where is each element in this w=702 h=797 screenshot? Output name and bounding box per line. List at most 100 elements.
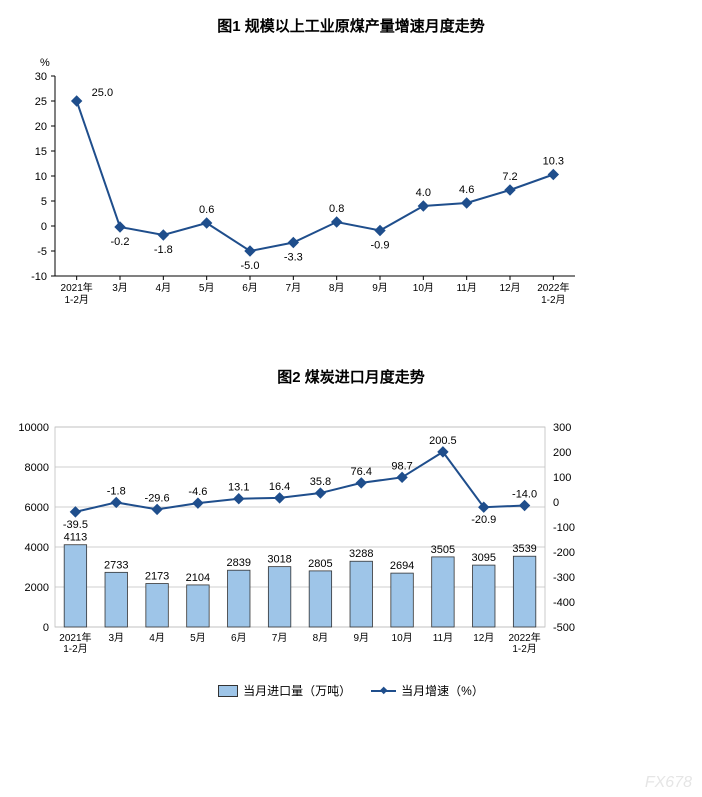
svg-text:1-2月: 1-2月: [541, 294, 565, 306]
svg-text:11月: 11月: [433, 632, 453, 644]
svg-text:2022年: 2022年: [537, 281, 569, 294]
svg-text:9月: 9月: [372, 282, 388, 294]
svg-text:3月: 3月: [112, 282, 128, 294]
svg-text:2733: 2733: [104, 559, 128, 571]
svg-text:5: 5: [41, 196, 47, 208]
svg-text:1-2月: 1-2月: [512, 643, 536, 655]
watermark: FX678: [645, 774, 692, 792]
svg-text:2104: 2104: [186, 572, 210, 584]
chart1-title: 图1 规模以上工业原煤产量增速月度走势: [0, 15, 702, 36]
svg-text:8000: 8000: [25, 462, 49, 474]
svg-text:10月: 10月: [392, 632, 413, 644]
svg-text:-5.0: -5.0: [241, 260, 260, 272]
svg-text:-14.0: -14.0: [512, 489, 537, 501]
svg-text:8月: 8月: [313, 632, 329, 644]
svg-text:4113: 4113: [64, 532, 88, 544]
svg-text:2021年: 2021年: [59, 631, 91, 644]
svg-text:7月: 7月: [272, 632, 288, 644]
svg-text:200.5: 200.5: [429, 435, 457, 447]
svg-text:3月: 3月: [108, 632, 124, 644]
chart2-title: 图2 煤炭进口月度走势: [0, 366, 702, 387]
svg-text:76.4: 76.4: [351, 466, 372, 478]
legend-bar-label: 当月进口量（万吨）: [243, 682, 351, 699]
svg-text:10月: 10月: [413, 282, 434, 294]
svg-text:15: 15: [35, 146, 47, 158]
svg-text:6月: 6月: [242, 282, 258, 294]
svg-text:0.6: 0.6: [199, 204, 214, 216]
svg-text:6月: 6月: [231, 632, 247, 644]
svg-text:0: 0: [43, 622, 49, 634]
svg-text:2805: 2805: [308, 558, 332, 570]
svg-text:-100: -100: [553, 522, 575, 534]
svg-text:-3.3: -3.3: [284, 252, 303, 264]
svg-text:35.8: 35.8: [310, 476, 331, 488]
svg-text:10.3: 10.3: [543, 156, 564, 168]
svg-text:9月: 9月: [353, 632, 369, 644]
svg-text:5月: 5月: [190, 632, 206, 644]
chart1-plot: %-10-50510152025302021年1-2月3月4月5月6月7月8月9…: [0, 46, 600, 326]
svg-text:30: 30: [35, 71, 47, 83]
svg-text:-5: -5: [37, 246, 47, 258]
svg-text:25: 25: [35, 96, 47, 108]
svg-text:10: 10: [35, 171, 47, 183]
svg-text:-500: -500: [553, 622, 575, 634]
svg-text:%: %: [40, 57, 50, 69]
svg-text:300: 300: [553, 422, 571, 434]
svg-text:-0.2: -0.2: [111, 236, 130, 248]
svg-text:-1.8: -1.8: [154, 244, 173, 256]
svg-text:4.6: 4.6: [459, 184, 474, 196]
chart2-plot: 0200040006000800010000-500-400-300-200-1…: [0, 397, 600, 677]
svg-text:0: 0: [41, 221, 47, 233]
svg-text:-0.9: -0.9: [371, 240, 390, 252]
svg-text:2000: 2000: [25, 582, 49, 594]
legend-line: 当月增速（%）: [371, 682, 484, 699]
svg-text:6000: 6000: [25, 502, 49, 514]
legend-bar: 当月进口量（万吨）: [218, 682, 351, 699]
svg-text:98.7: 98.7: [391, 460, 412, 472]
svg-text:1-2月: 1-2月: [64, 294, 88, 306]
svg-text:10000: 10000: [18, 422, 49, 434]
svg-text:1-2月: 1-2月: [63, 643, 87, 655]
legend-line-swatch: [371, 690, 396, 692]
svg-text:2839: 2839: [227, 557, 251, 569]
svg-text:16.4: 16.4: [269, 481, 290, 493]
svg-text:2173: 2173: [145, 571, 169, 583]
svg-text:2022年: 2022年: [508, 631, 540, 644]
svg-text:5月: 5月: [199, 282, 215, 294]
svg-text:-200: -200: [553, 547, 575, 559]
svg-text:12月: 12月: [499, 282, 520, 294]
svg-text:-39.5: -39.5: [63, 519, 88, 531]
legend-bar-swatch: [218, 685, 238, 697]
svg-text:0: 0: [553, 497, 559, 509]
svg-text:7.2: 7.2: [502, 171, 517, 183]
svg-text:7月: 7月: [286, 282, 302, 294]
svg-text:12月: 12月: [473, 632, 494, 644]
svg-text:-300: -300: [553, 572, 575, 584]
svg-text:-29.6: -29.6: [145, 492, 170, 504]
svg-text:-1.8: -1.8: [107, 485, 126, 497]
svg-text:11月: 11月: [456, 282, 476, 294]
svg-text:2021年: 2021年: [61, 281, 93, 294]
legend-line-label: 当月增速（%）: [401, 682, 484, 699]
svg-text:25.0: 25.0: [92, 87, 113, 99]
svg-text:200: 200: [553, 447, 571, 459]
svg-text:-400: -400: [553, 597, 575, 609]
svg-text:3095: 3095: [472, 552, 496, 564]
svg-text:4月: 4月: [156, 282, 172, 294]
svg-text:2694: 2694: [390, 560, 414, 572]
chart2-legend: 当月进口量（万吨） 当月增速（%）: [0, 682, 702, 699]
svg-text:20: 20: [35, 121, 47, 133]
svg-text:4月: 4月: [149, 632, 165, 644]
svg-text:3288: 3288: [349, 548, 373, 560]
svg-text:3539: 3539: [512, 543, 536, 555]
svg-text:4.0: 4.0: [416, 187, 431, 199]
svg-text:-10: -10: [31, 271, 47, 283]
svg-text:-20.9: -20.9: [471, 514, 496, 526]
svg-text:100: 100: [553, 472, 571, 484]
svg-text:-4.6: -4.6: [188, 486, 207, 498]
svg-text:0.8: 0.8: [329, 203, 344, 215]
svg-text:3505: 3505: [431, 544, 455, 556]
svg-text:3018: 3018: [267, 554, 291, 566]
svg-text:8月: 8月: [329, 282, 345, 294]
svg-text:13.1: 13.1: [228, 482, 249, 494]
